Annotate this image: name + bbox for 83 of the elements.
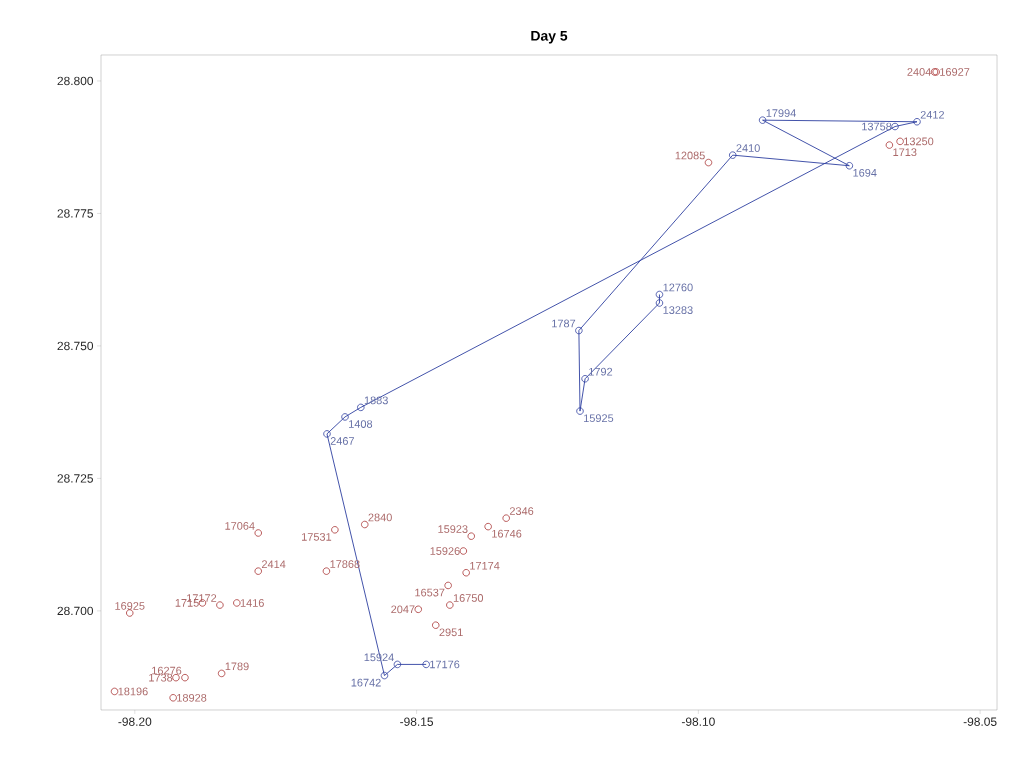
annotation: 2414 (261, 560, 286, 568)
annotation: 2840 (368, 513, 392, 522)
point (322, 567, 331, 575)
point (444, 581, 452, 590)
annotation: 2346 (509, 507, 534, 515)
point (393, 660, 402, 669)
point (233, 599, 241, 607)
annotation: 17064 (225, 522, 255, 530)
point (169, 694, 177, 702)
annotation: 18196 (118, 687, 148, 696)
point (331, 526, 339, 534)
point (704, 158, 713, 167)
annotation: 15926 (430, 547, 460, 555)
point (380, 671, 389, 680)
point (323, 430, 331, 438)
annotation: 1408 (349, 420, 373, 428)
point (216, 601, 224, 609)
point (254, 529, 262, 537)
chart-title: Day 5 (531, 31, 568, 44)
point (361, 520, 369, 529)
annotation: 16925 (115, 602, 145, 610)
point (896, 137, 904, 146)
point (655, 299, 664, 307)
annotation: 17994 (766, 109, 796, 117)
annotation: 1789 (225, 662, 249, 671)
annotation: 2410 (736, 144, 760, 152)
point (446, 601, 454, 609)
point (341, 413, 349, 421)
annotation: 1738 (149, 673, 173, 682)
x-tick-label: -98.15 (400, 717, 434, 726)
y-tick-label: 28.725 (57, 474, 93, 483)
annotation: 2047 (391, 605, 415, 614)
annotation: 12085 (675, 151, 705, 160)
point (729, 151, 737, 159)
point (845, 162, 854, 170)
annotation: 16742 (351, 678, 381, 687)
annotation: 15923 (438, 525, 468, 533)
annotation: 16927 (940, 68, 970, 76)
point (758, 116, 767, 124)
annotation: 16276 (152, 666, 182, 675)
annotation: 2467 (330, 437, 355, 445)
point (913, 118, 921, 126)
x-tick-label: -98.20 (118, 717, 152, 726)
annotation: 13758 (862, 122, 892, 131)
point (575, 326, 583, 335)
x-tick-label: -98.10 (681, 717, 715, 726)
annotation: 12760 (663, 283, 693, 292)
point (502, 514, 510, 522)
point (254, 567, 262, 575)
annotation: 2951 (439, 628, 463, 637)
annotation: 2404 (907, 68, 931, 76)
annotation: 15925 (584, 414, 614, 423)
x-tick-label: -98.05 (963, 717, 997, 726)
annotation: 1694 (853, 168, 877, 177)
point (462, 569, 470, 577)
annotation: 2412 (920, 110, 945, 119)
point (467, 532, 475, 540)
annotation: 16750 (453, 594, 484, 602)
annotation: 1713 (893, 148, 917, 157)
point (655, 290, 664, 299)
annotation: 17531 (302, 533, 332, 541)
point (885, 141, 894, 149)
point (422, 660, 430, 669)
point (432, 621, 440, 629)
annotation: 16537 (415, 588, 445, 597)
point (357, 403, 365, 412)
y-tick-label: 28.800 (57, 76, 94, 86)
y-tick-label: 28.775 (57, 209, 93, 218)
annotation: 18928 (177, 693, 207, 702)
annotation: 16746 (492, 529, 522, 538)
point (217, 669, 226, 678)
y-tick-label: 28.750 (57, 341, 94, 351)
annotation: 17176 (430, 660, 460, 669)
annotation: 13250 (904, 137, 934, 146)
annotation: 1787 (552, 319, 576, 328)
point (484, 522, 492, 531)
y-tick-label: 28.700 (57, 606, 94, 616)
annotation: 1416 (240, 599, 264, 607)
point (181, 673, 189, 682)
annotation: 17174 (470, 562, 500, 570)
point (581, 375, 589, 383)
annotation: 13283 (663, 306, 693, 314)
point (576, 407, 584, 415)
